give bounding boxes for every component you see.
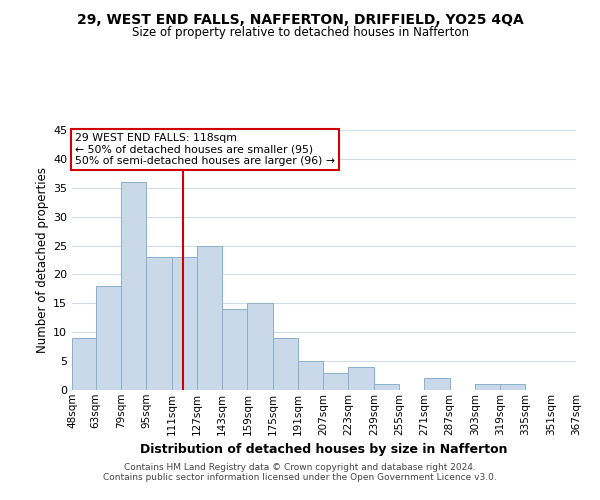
Bar xyxy=(424,378,449,390)
Bar xyxy=(298,361,323,390)
Bar xyxy=(272,338,298,390)
Text: Contains HM Land Registry data © Crown copyright and database right 2024.
Contai: Contains HM Land Registry data © Crown c… xyxy=(103,463,497,482)
Bar xyxy=(374,384,399,390)
Text: Size of property relative to detached houses in Nafferton: Size of property relative to detached ho… xyxy=(131,26,469,39)
Text: 29, WEST END FALLS, NAFFERTON, DRIFFIELD, YO25 4QA: 29, WEST END FALLS, NAFFERTON, DRIFFIELD… xyxy=(77,12,523,26)
X-axis label: Distribution of detached houses by size in Nafferton: Distribution of detached houses by size … xyxy=(140,443,508,456)
Bar xyxy=(222,309,247,390)
Bar xyxy=(247,304,272,390)
Bar xyxy=(349,367,374,390)
Y-axis label: Number of detached properties: Number of detached properties xyxy=(36,167,49,353)
Bar xyxy=(475,384,500,390)
Bar xyxy=(197,246,222,390)
Bar xyxy=(323,372,349,390)
Bar xyxy=(500,384,526,390)
Bar xyxy=(121,182,146,390)
Bar xyxy=(172,257,197,390)
Text: 29 WEST END FALLS: 118sqm
← 50% of detached houses are smaller (95)
50% of semi-: 29 WEST END FALLS: 118sqm ← 50% of detac… xyxy=(75,133,335,166)
Bar xyxy=(72,338,95,390)
Bar xyxy=(146,257,172,390)
Bar xyxy=(95,286,121,390)
